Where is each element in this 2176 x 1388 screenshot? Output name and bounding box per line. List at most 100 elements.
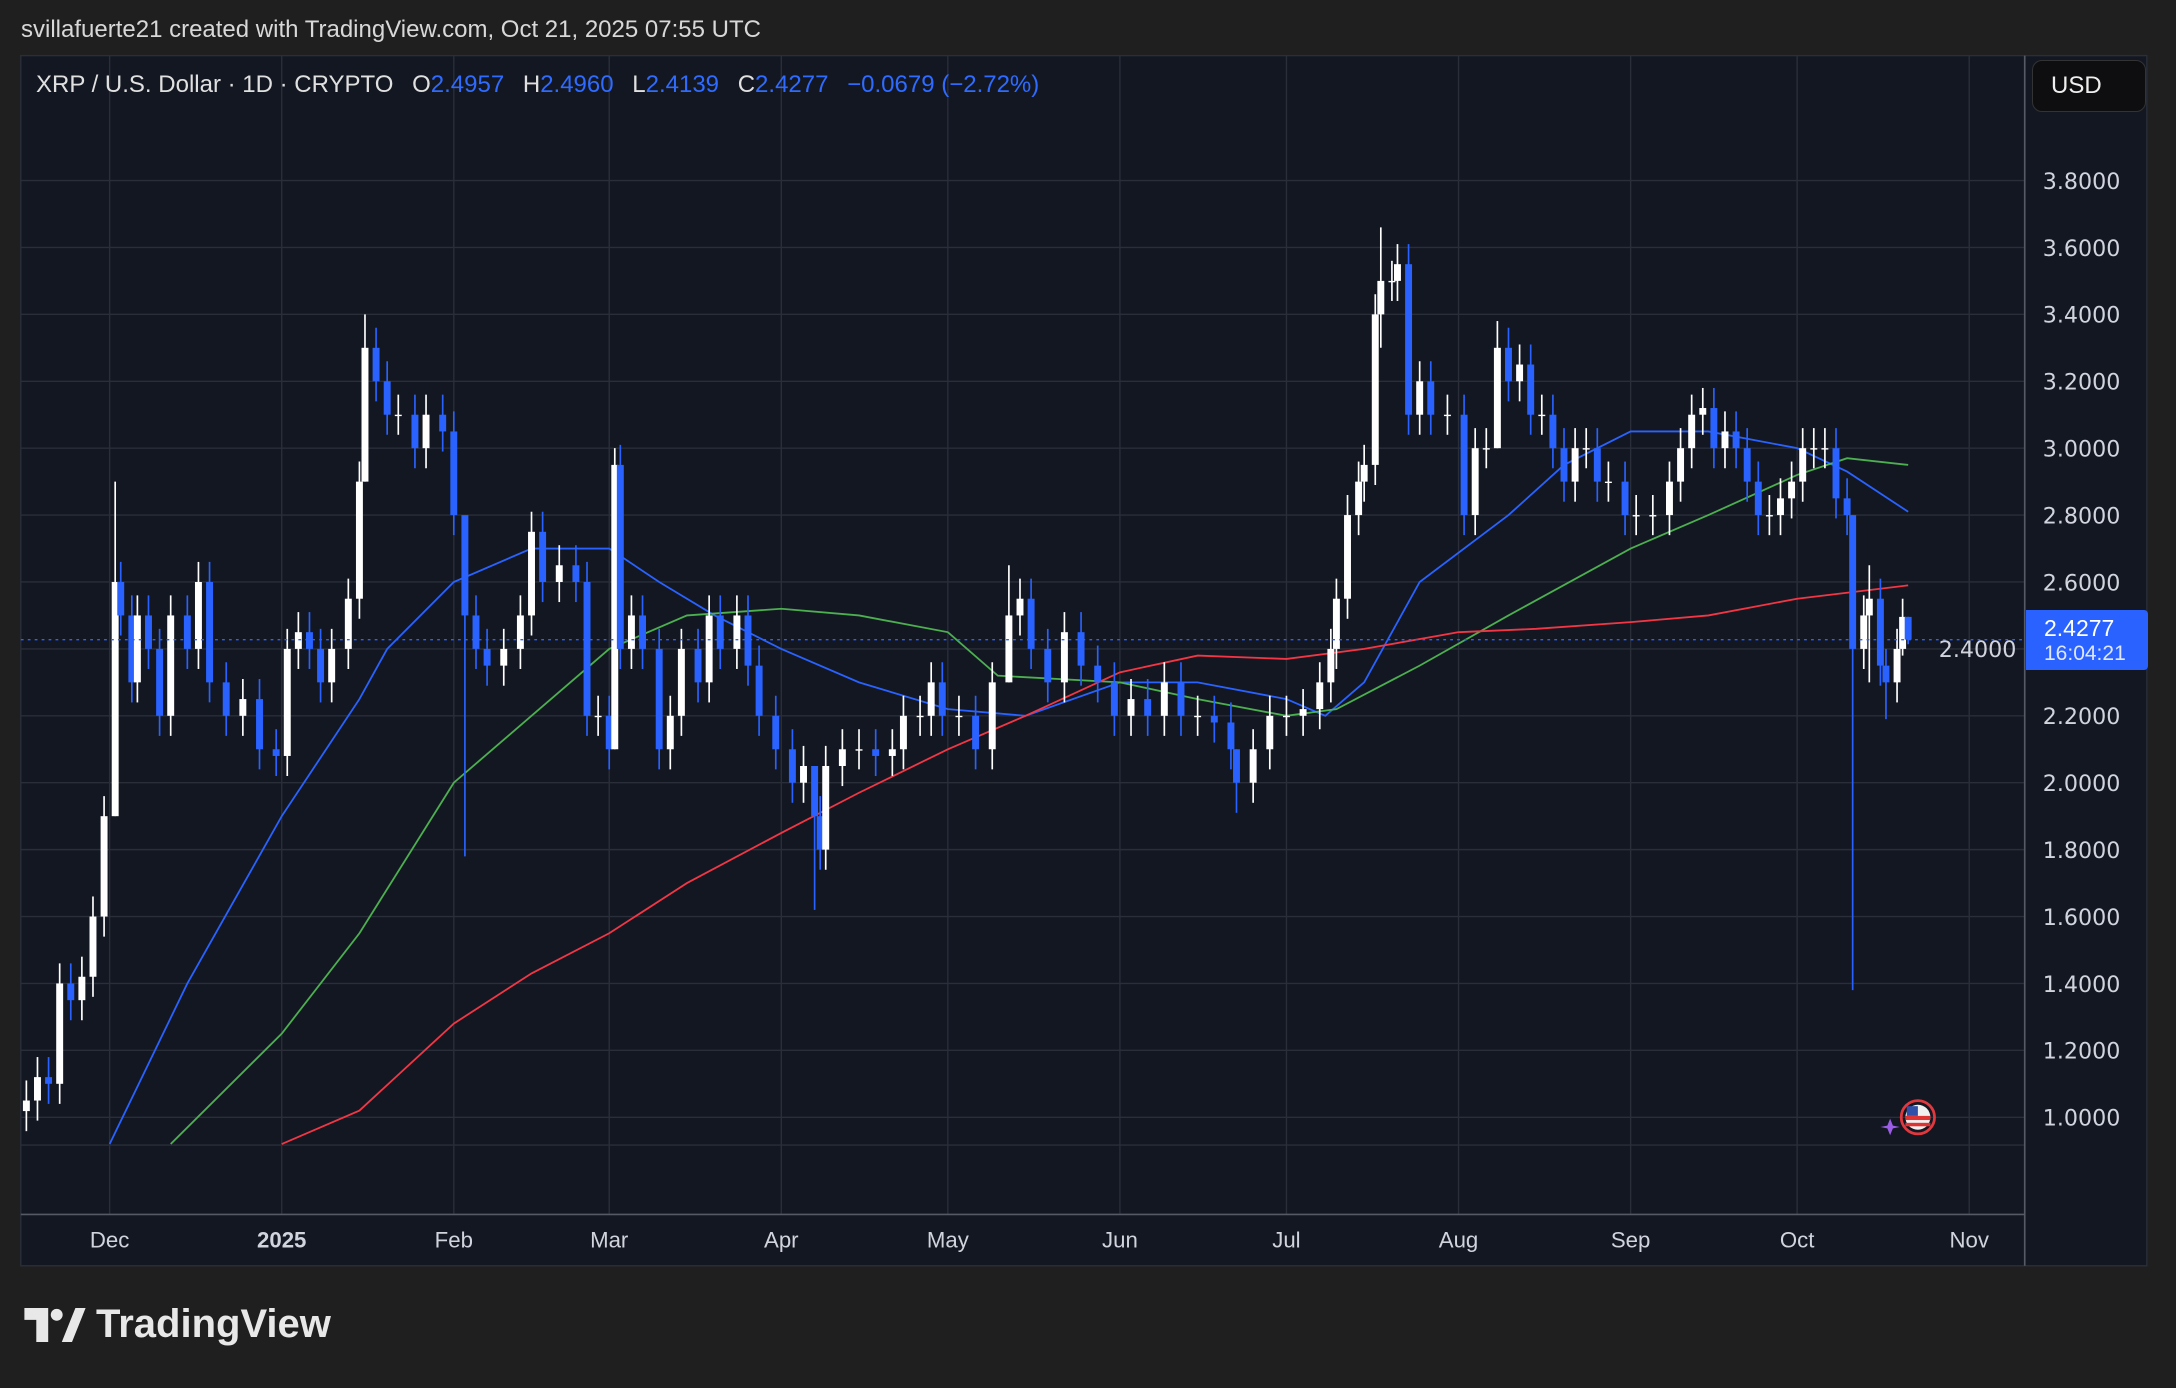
price-axis[interactable]: 1.0000 1.2000 1.4000 1.6000 1.8000 2.0000 2.20… bbox=[1939, 169, 2121, 1132]
candle bbox=[1016, 578, 1024, 636]
time-axis[interactable]: Dec 2025 Feb Mar Apr May Jun Jul Aug Sep Oct Nov bbox=[90, 1228, 1990, 1253]
candle-body bbox=[194, 581, 202, 649]
candle-body bbox=[694, 648, 702, 683]
candle bbox=[1227, 702, 1235, 770]
candle bbox=[755, 645, 763, 736]
tradingview-logo-text: TradingView bbox=[96, 1302, 331, 1346]
candle bbox=[1632, 495, 1640, 536]
price-tick-label: 3.6000 bbox=[2043, 236, 2121, 262]
candle-body bbox=[1677, 448, 1685, 482]
candle-body bbox=[117, 581, 125, 616]
time-tick-label: Aug bbox=[1439, 1228, 1478, 1253]
candle-body bbox=[888, 749, 896, 756]
candle-body bbox=[89, 916, 97, 977]
candle-body bbox=[716, 615, 724, 649]
candle-body bbox=[1282, 715, 1290, 718]
candle bbox=[1144, 679, 1152, 736]
candle bbox=[716, 595, 724, 669]
price-tick-label: 1.2000 bbox=[2043, 1039, 2121, 1065]
candle-body bbox=[1743, 448, 1751, 482]
candle bbox=[1377, 227, 1385, 348]
candle bbox=[222, 662, 230, 736]
candle-body bbox=[1493, 347, 1501, 449]
last-price-label: 2.4277 16:04:21 bbox=[2026, 610, 2148, 670]
candle bbox=[89, 896, 97, 997]
candle bbox=[1516, 344, 1524, 402]
candle bbox=[1210, 695, 1218, 743]
candle bbox=[1865, 565, 1873, 683]
candle bbox=[916, 695, 924, 736]
currency-button[interactable]: USD bbox=[2032, 60, 2146, 112]
candle-body bbox=[1016, 598, 1024, 616]
candle-body bbox=[1882, 665, 1890, 683]
candle-body bbox=[1194, 715, 1202, 718]
candle bbox=[1721, 411, 1729, 469]
price-tick-label: 1.0000 bbox=[2043, 1106, 2121, 1132]
candle-body bbox=[1005, 615, 1013, 683]
us-flag-event-icon[interactable] bbox=[1880, 1099, 1936, 1136]
candle bbox=[1471, 428, 1479, 536]
candle bbox=[1688, 394, 1696, 469]
candle bbox=[855, 729, 863, 770]
candle bbox=[655, 628, 663, 770]
candle bbox=[34, 1057, 41, 1121]
candle bbox=[816, 796, 824, 870]
close-label: C bbox=[737, 71, 756, 98]
candle-body bbox=[1799, 448, 1807, 482]
candle bbox=[78, 956, 86, 1021]
price-tick-label: 2.8000 bbox=[2043, 503, 2121, 529]
candle-body bbox=[1027, 598, 1035, 649]
candle bbox=[800, 745, 807, 803]
candle-body bbox=[422, 414, 430, 449]
candle-body bbox=[439, 414, 447, 432]
candle-body bbox=[1527, 364, 1535, 415]
candle bbox=[1344, 495, 1351, 619]
candle-body bbox=[1904, 616, 1912, 640]
close-value: 2.4277 bbox=[755, 71, 829, 98]
low-label: L bbox=[632, 71, 646, 98]
candle-body bbox=[1765, 515, 1773, 517]
candle bbox=[1094, 645, 1102, 703]
candle-body bbox=[1699, 408, 1707, 415]
candle-body bbox=[1860, 615, 1868, 649]
candle-body bbox=[1110, 682, 1118, 716]
candle-body bbox=[666, 715, 674, 750]
candle-body bbox=[705, 615, 713, 683]
candle bbox=[1077, 612, 1085, 686]
candle bbox=[317, 628, 325, 703]
candle-body bbox=[1571, 448, 1579, 482]
candle bbox=[1266, 695, 1274, 770]
symbol-name[interactable]: XRP / U.S. Dollar · 1D · CRYPTO bbox=[36, 71, 394, 98]
candle-body bbox=[611, 464, 619, 750]
candle-body bbox=[1549, 414, 1557, 449]
candle-body bbox=[1227, 722, 1235, 750]
candle-body bbox=[222, 682, 230, 716]
candle bbox=[705, 595, 713, 703]
candle-body bbox=[822, 765, 830, 850]
candle bbox=[677, 628, 685, 736]
high-label: H bbox=[522, 71, 541, 98]
candle bbox=[1843, 478, 1851, 536]
candle bbox=[1582, 428, 1590, 469]
tradingview-logo-icon bbox=[24, 1307, 86, 1342]
candle-body bbox=[56, 983, 64, 1084]
candle-body bbox=[344, 598, 352, 649]
candle bbox=[1799, 428, 1807, 502]
candle bbox=[1360, 444, 1368, 502]
candle bbox=[611, 448, 619, 750]
candle-body bbox=[1538, 414, 1546, 417]
candle bbox=[1233, 749, 1240, 813]
candle-body bbox=[788, 749, 796, 783]
candle bbox=[772, 695, 780, 770]
candle-body bbox=[816, 816, 824, 850]
price-tick-label: 2.4000 bbox=[1939, 637, 2017, 663]
tradingview-logo[interactable]: TradingView bbox=[24, 1302, 331, 1347]
candle-body bbox=[1732, 431, 1740, 449]
candle bbox=[1549, 394, 1557, 469]
candle bbox=[1388, 260, 1396, 301]
candle-body bbox=[1127, 699, 1135, 716]
candle-body bbox=[411, 414, 419, 449]
candle-body bbox=[183, 615, 191, 649]
candle-body bbox=[1821, 448, 1829, 450]
